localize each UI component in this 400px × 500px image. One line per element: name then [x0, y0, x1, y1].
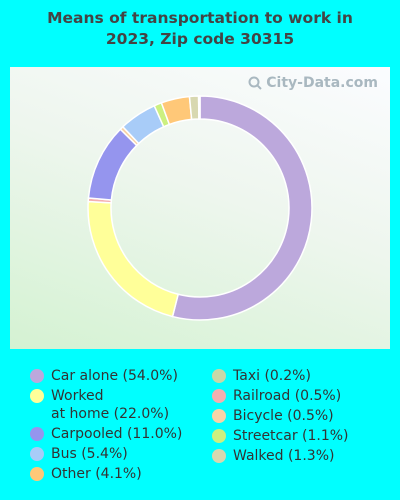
- donut-slice-1: [87, 200, 180, 318]
- legend-swatch: [30, 389, 44, 403]
- chart-title-line-2: 2023, Zip code 30315: [105, 30, 295, 48]
- chart-title: Means of transportation to work in 2023,…: [0, 8, 400, 50]
- legend-label: Bicycle (0.5%): [233, 408, 334, 424]
- legend-swatch: [212, 369, 226, 383]
- legend-item: Railroad (0.5%): [212, 387, 341, 405]
- donut-slice-8: [188, 95, 200, 121]
- legend-item: Other (4.1%): [30, 465, 142, 483]
- legend-item: Bicycle (0.5%): [212, 407, 334, 425]
- legend-swatch: [30, 467, 44, 481]
- legend-swatch: [212, 429, 226, 443]
- chart-title-line-1: Means of transportation to work in: [47, 9, 353, 27]
- magnifier-icon: [248, 76, 262, 90]
- watermark-text: City-Data.com: [266, 75, 378, 91]
- legend-label: Carpooled (11.0%): [51, 426, 183, 442]
- donut-slice-3: [87, 128, 138, 201]
- legend-item: Bus (5.4%): [30, 445, 128, 463]
- donut-chart: [87, 95, 313, 321]
- legend-item: Carpooled (11.0%): [30, 425, 182, 443]
- legend-label: Worked at home (22.0%): [51, 388, 170, 422]
- legend-swatch: [212, 389, 226, 403]
- legend-item: Taxi (0.2%): [212, 367, 311, 385]
- watermark: City-Data.com: [248, 75, 378, 91]
- legend-label: Taxi (0.2%): [233, 368, 311, 384]
- legend-swatch: [30, 427, 44, 441]
- legend-swatch: [212, 449, 226, 463]
- legend-item: Worked at home (22.0%): [30, 387, 169, 423]
- donut-slice-9: [197, 95, 201, 120]
- legend-label: Railroad (0.5%): [233, 388, 342, 404]
- legend-item: Streetcar (1.1%): [212, 427, 349, 445]
- legend-label: Walked (1.3%): [233, 448, 335, 464]
- legend-label: Streetcar (1.1%): [233, 428, 349, 444]
- chart-panel: City-Data.com: [10, 67, 390, 349]
- legend-swatch: [30, 369, 44, 383]
- legend-label: Car alone (54.0%): [51, 368, 178, 384]
- legend-label: Other (4.1%): [51, 466, 142, 482]
- legend-swatch: [212, 409, 226, 423]
- legend-label: Bus (5.4%): [51, 446, 128, 462]
- legend-item: Car alone (54.0%): [30, 367, 178, 385]
- legend-item: Walked (1.3%): [212, 447, 334, 465]
- donut-slice-0: [171, 95, 313, 321]
- legend-swatch: [30, 447, 44, 461]
